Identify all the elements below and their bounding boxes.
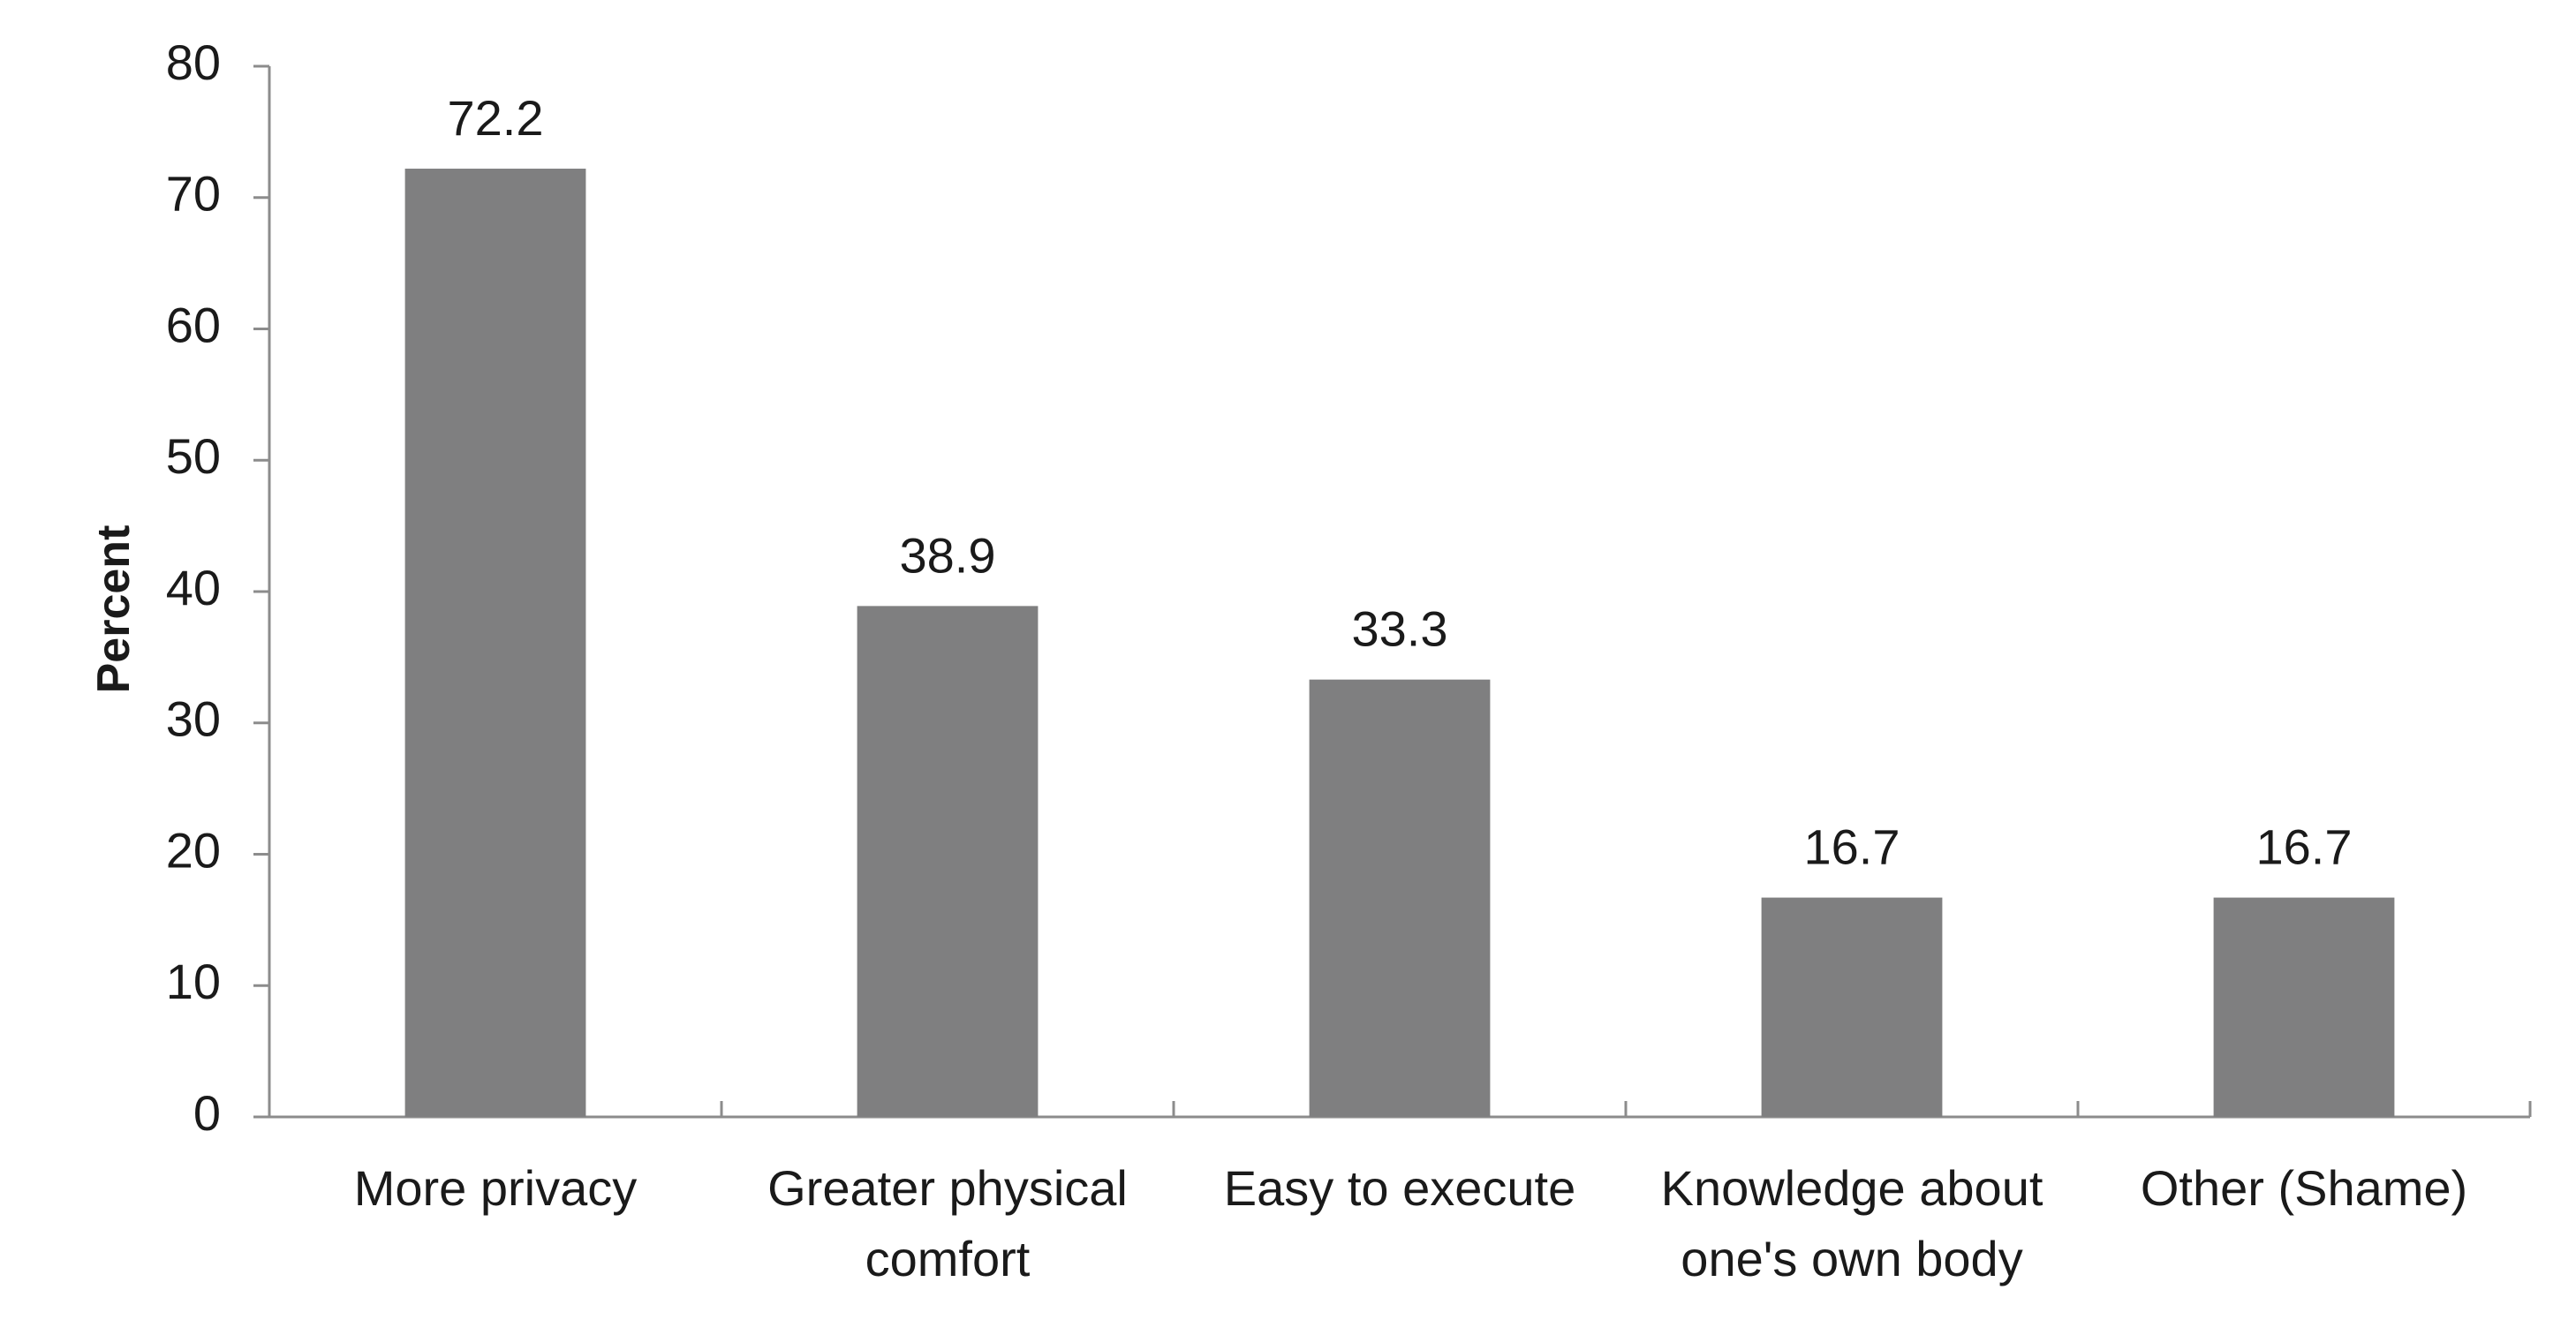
x-tick-label: Easy to execute	[1224, 1160, 1575, 1216]
data-label: 16.7	[1804, 819, 1900, 875]
bar	[2213, 897, 2395, 1117]
y-tick-label: 0	[193, 1085, 221, 1141]
x-tick-label: Knowledge about one's own body	[1661, 1160, 2043, 1286]
y-tick-label: 50	[166, 428, 221, 484]
y-tick-label: 80	[166, 34, 221, 90]
y-tick-label: 10	[166, 954, 221, 1009]
x-tick-label: Other (Shame)	[2141, 1160, 2467, 1216]
x-tick-label-line: Greater physical	[767, 1160, 1128, 1216]
x-axis: More privacy Greater physical comfort Easy …	[268, 1101, 2532, 1286]
y-tick-label: 70	[166, 166, 221, 222]
bars	[404, 169, 2395, 1117]
bar	[404, 169, 586, 1117]
x-tick-label-line: More privacy	[354, 1160, 638, 1216]
data-label: 16.7	[2256, 819, 2353, 875]
bar	[857, 606, 1039, 1117]
y-axis: 0 10 20 30 40 50 60 70 80	[166, 34, 271, 1141]
y-tick-label: 60	[166, 297, 221, 352]
data-label: 38.9	[900, 527, 996, 583]
bar	[1309, 679, 1491, 1117]
x-tick-label-line: comfort	[865, 1231, 1031, 1286]
data-label: 33.3	[1352, 601, 1448, 657]
y-tick-label: 40	[166, 560, 221, 615]
x-tick-label-line: one's own body	[1681, 1231, 2022, 1286]
x-tick-label-line: Easy to execute	[1224, 1160, 1575, 1216]
x-tick-label-line: Other (Shame)	[2141, 1160, 2467, 1216]
y-axis-title: Percent	[88, 525, 140, 694]
y-tick-label: 20	[166, 822, 221, 878]
x-tick-label: Greater physical comfort	[767, 1160, 1128, 1286]
bar	[1761, 897, 1943, 1117]
data-labels: 72.2 38.9 33.3 16.7 16.7	[448, 90, 2353, 875]
y-tick-label: 30	[166, 691, 221, 747]
x-tick-label: More privacy	[354, 1160, 638, 1216]
data-label: 72.2	[448, 90, 544, 146]
x-tick-label-line: Knowledge about	[1661, 1160, 2043, 1216]
